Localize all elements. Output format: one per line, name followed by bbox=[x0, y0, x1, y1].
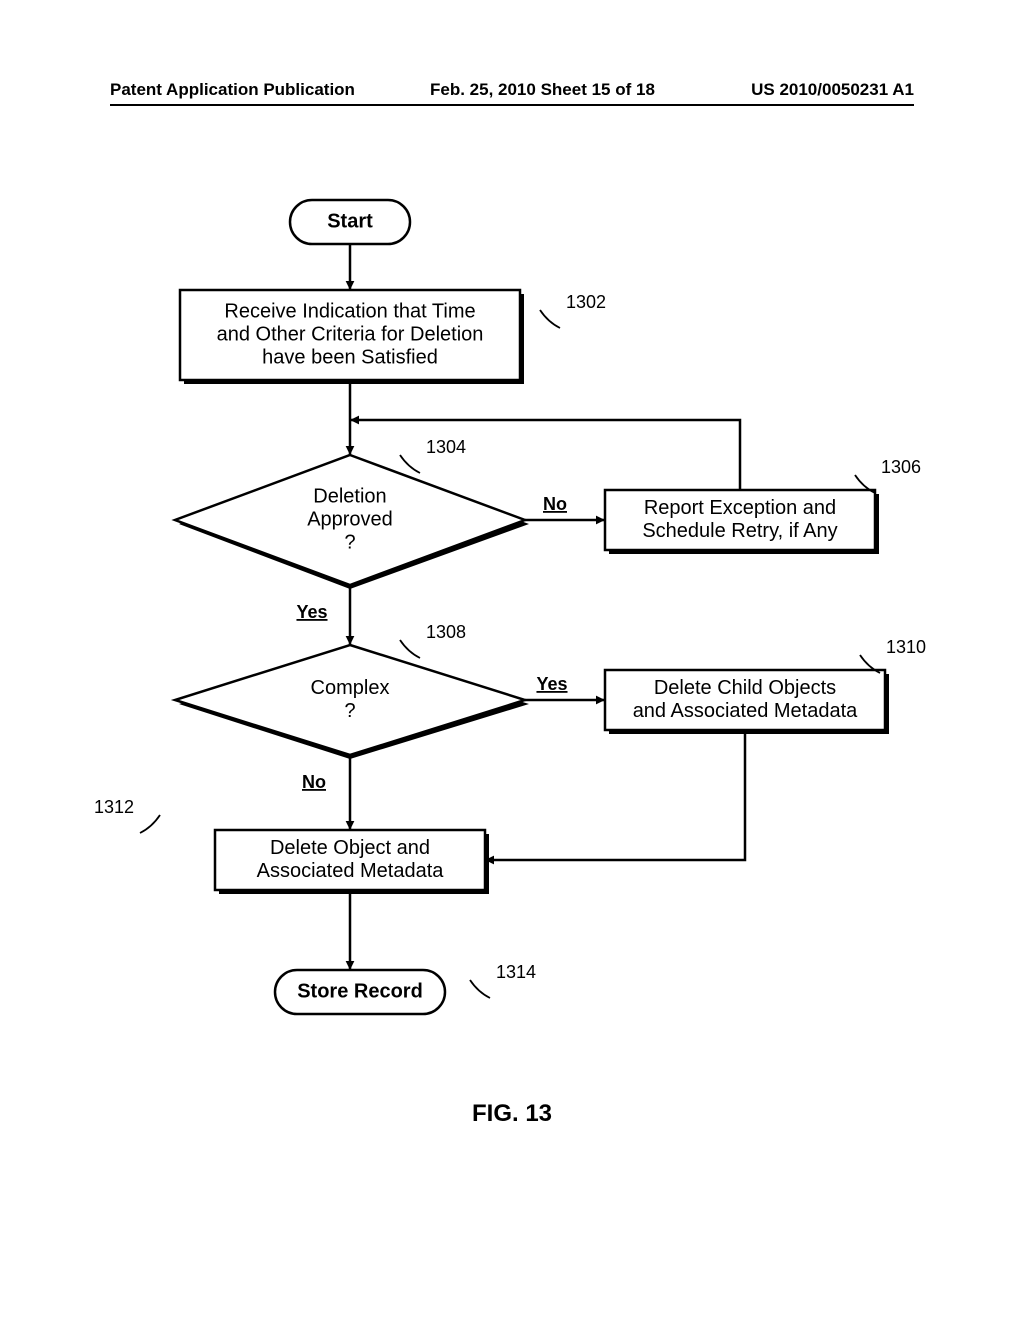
svg-text:Start: Start bbox=[327, 210, 373, 232]
svg-text:1308: 1308 bbox=[426, 622, 466, 642]
svg-text:1312: 1312 bbox=[94, 797, 134, 817]
svg-text:Yes: Yes bbox=[296, 602, 327, 622]
svg-text:Store Record: Store Record bbox=[297, 980, 423, 1002]
svg-text:Deletion: Deletion bbox=[313, 485, 386, 507]
svg-text:Receive Indication that Time: Receive Indication that Time bbox=[224, 300, 475, 322]
svg-text:No: No bbox=[543, 494, 567, 514]
svg-text:Delete Child Objects: Delete Child Objects bbox=[654, 677, 836, 699]
svg-text:?: ? bbox=[344, 700, 355, 722]
svg-text:?: ? bbox=[344, 531, 355, 553]
svg-text:and Associated Metadata: and Associated Metadata bbox=[633, 700, 858, 722]
svg-text:1310: 1310 bbox=[886, 637, 926, 657]
svg-text:Approved: Approved bbox=[307, 508, 393, 530]
svg-text:Schedule Retry, if Any: Schedule Retry, if Any bbox=[642, 520, 837, 542]
svg-text:1306: 1306 bbox=[881, 457, 921, 477]
svg-text:Complex: Complex bbox=[311, 677, 390, 699]
svg-text:No: No bbox=[302, 772, 326, 792]
svg-text:Associated Metadata: Associated Metadata bbox=[257, 860, 445, 882]
svg-text:Report Exception and: Report Exception and bbox=[644, 497, 836, 519]
svg-text:1304: 1304 bbox=[426, 437, 466, 457]
svg-text:and Other Criteria for Deletio: and Other Criteria for Deletion bbox=[217, 323, 484, 345]
svg-text:have been Satisfied: have been Satisfied bbox=[262, 346, 438, 368]
svg-text:1302: 1302 bbox=[566, 292, 606, 312]
svg-text:Delete Object and: Delete Object and bbox=[270, 837, 430, 859]
svg-text:1314: 1314 bbox=[496, 962, 536, 982]
svg-text:Yes: Yes bbox=[536, 674, 567, 694]
figure-label: FIG. 13 bbox=[0, 1100, 1024, 1128]
